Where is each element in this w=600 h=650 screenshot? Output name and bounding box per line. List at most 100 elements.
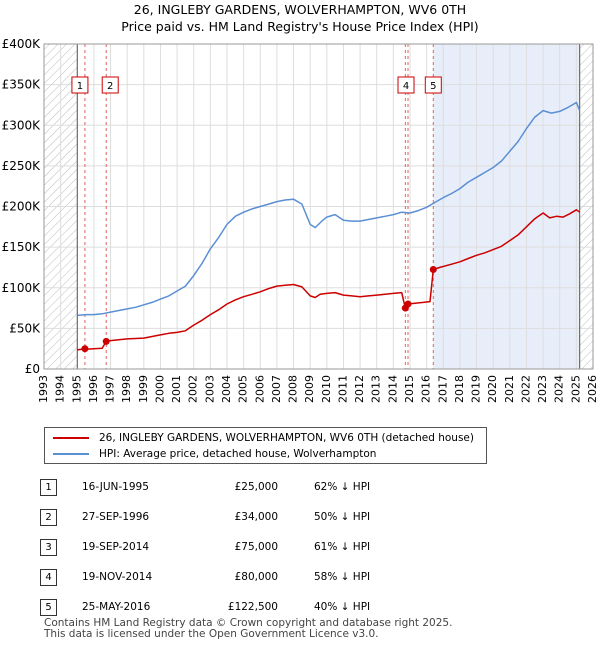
- x-tick-label: 2018: [453, 375, 466, 403]
- sale-point-1: [81, 345, 89, 353]
- x-tick-label: 2013: [370, 375, 383, 403]
- sale-point-2: [102, 337, 110, 345]
- row-number-badge: 5: [40, 598, 57, 616]
- table-row: 1 16-JUN-1995 £25,000 62% ↓ HPI: [40, 472, 370, 502]
- price-chart: £0 £50K £100K £150K £200K £250K £300K £350K £400…: [2, 37, 599, 403]
- row-number-badge: 4: [40, 568, 57, 586]
- y-tick-label: £350K: [2, 78, 42, 92]
- x-tick-label: 2014: [386, 375, 399, 403]
- x-tick-label: 1998: [120, 375, 133, 403]
- table-row: 5 25-MAY-2016 £122,500 40% ↓ HPI: [40, 592, 370, 622]
- y-tick-label: £400K: [2, 37, 42, 51]
- x-tick-label: 2020: [486, 375, 499, 403]
- x-tick-label: 1999: [137, 375, 150, 403]
- x-tick-label: 2008: [287, 375, 300, 403]
- sale-number-box-2: 2: [101, 76, 119, 94]
- x-tick-label: 2022: [519, 375, 532, 403]
- table-row: 2 27-SEP-1996 £34,000 50% ↓ HPI: [40, 502, 370, 532]
- table-row: 4 19-NOV-2014 £80,000 58% ↓ HPI: [40, 562, 370, 592]
- x-tick-label: 2007: [270, 375, 283, 403]
- y-tick-label: £300K: [2, 118, 42, 132]
- sale-number-box-frame: [101, 76, 119, 94]
- x-tick-label: 2004: [220, 375, 233, 403]
- sale-price: £25,000: [234, 481, 278, 493]
- sale-number-box-1: 1: [71, 76, 89, 94]
- sale-number-box-frame: [424, 76, 442, 94]
- x-tick-label: 2025: [569, 375, 582, 403]
- sale-number-box-frame: [397, 76, 415, 94]
- y-tick-label: £200K: [2, 200, 42, 214]
- sale-date: 27-SEP-1996: [82, 511, 150, 523]
- y-tick-label: £0: [25, 362, 40, 376]
- sale-number-label: 4: [403, 81, 409, 92]
- sale-date: 19-SEP-2014: [82, 541, 150, 553]
- x-tick-label: 2000: [153, 375, 166, 403]
- chart-title: 26, INGLEBY GARDENS, WOLVERHAMPTON, WV6 …: [133, 2, 467, 17]
- x-tick-label: 2009: [303, 375, 316, 403]
- x-tick-label: 2011: [336, 375, 349, 403]
- x-tick-label: 2010: [320, 375, 333, 403]
- sale-point-5: [429, 265, 437, 273]
- sale-date: 19-NOV-2014: [82, 571, 153, 583]
- x-tick-label: 2002: [187, 375, 200, 403]
- sale-number-label: 1: [77, 81, 83, 92]
- sale-hpi-diff: 61% ↓ HPI: [314, 541, 371, 553]
- legend-label-hpi: HPI: Average price, detached house, Wolv…: [99, 448, 377, 460]
- x-tick-label: 1994: [54, 375, 67, 403]
- y-tick-label: £50K: [9, 321, 41, 335]
- sale-price: £80,000: [234, 571, 278, 583]
- sale-price: £34,000: [234, 511, 278, 523]
- x-tick-label: 2023: [536, 375, 549, 403]
- row-number-badge: 3: [40, 538, 57, 556]
- footer-licence: This data is licensed under the Open Gov…: [44, 628, 379, 640]
- x-tick-label: 1993: [37, 375, 50, 403]
- x-tick-label: 2026: [586, 375, 599, 403]
- legend-item-property: 26, INGLEBY GARDENS, WOLVERHAMPTON, WV6 …: [53, 431, 474, 445]
- property-series-line: [77, 209, 581, 351]
- sale-hpi-diff: 58% ↓ HPI: [314, 571, 371, 583]
- row-number-badge: 2: [40, 508, 57, 526]
- sale-hpi-diff: 62% ↓ HPI: [314, 481, 371, 493]
- table-row: 3 19-SEP-2014 £75,000 61% ↓ HPI: [40, 532, 370, 562]
- legend: 26, INGLEBY GARDENS, WOLVERHAMPTON, WV6 …: [44, 427, 487, 464]
- x-tick-label: 2005: [237, 375, 250, 403]
- x-tick-label: 2017: [436, 375, 449, 403]
- x-tick-label: 2021: [503, 375, 516, 403]
- footer-copyright: Contains HM Land Registry data © Crown c…: [44, 617, 453, 629]
- x-tick-label: 1997: [104, 375, 117, 403]
- sale-number-box-4: 4: [397, 76, 415, 94]
- legend-swatch-hpi: [53, 453, 89, 455]
- x-tick-label: 2019: [470, 375, 483, 403]
- legend-swatch-property: [53, 437, 89, 439]
- y-tick-label: £100K: [2, 281, 42, 295]
- sale-number-box-5: 5: [424, 76, 442, 94]
- legend-label-property: 26, INGLEBY GARDENS, WOLVERHAMPTON, WV6 …: [99, 432, 474, 444]
- sale-number-label: 5: [430, 81, 436, 92]
- chart-subtitle: Price paid vs. HM Land Registry's House …: [121, 19, 479, 34]
- sale-hpi-diff: 50% ↓ HPI: [314, 511, 371, 523]
- x-tick-label: 2012: [353, 375, 366, 403]
- y-tick-label: £250K: [2, 159, 42, 173]
- plot-frame: [43, 43, 594, 370]
- sale-number-box-frame: [71, 76, 89, 94]
- legend-item-hpi: HPI: Average price, detached house, Wolv…: [53, 447, 376, 461]
- x-tick-label: 2006: [253, 375, 266, 403]
- x-tick-label: 2001: [170, 375, 183, 403]
- sale-point-4: [404, 300, 412, 308]
- x-tick-label: 2003: [203, 375, 216, 403]
- sale-hpi-diff: 40% ↓ HPI: [314, 601, 371, 613]
- x-tick-label: 2015: [403, 375, 416, 403]
- hpi-series-line: [77, 101, 581, 317]
- footer: Contains HM Land Registry data © Crown c…: [44, 618, 452, 640]
- sales-table: 1 16-JUN-1995 £25,000 62% ↓ HPI 2 27-SEP…: [40, 472, 370, 622]
- x-tick-label: 2024: [553, 375, 566, 403]
- x-tick-label: 2016: [420, 375, 433, 403]
- x-tick-label: 1995: [70, 375, 83, 403]
- y-tick-label: £150K: [2, 240, 42, 254]
- sale-date: 16-JUN-1995: [82, 481, 149, 493]
- sale-date: 25-MAY-2016: [82, 601, 151, 613]
- sale-price: £75,000: [234, 541, 278, 553]
- sale-number-label: 2: [107, 81, 113, 92]
- sale-price: £122,500: [227, 601, 278, 613]
- row-number-badge: 1: [40, 478, 57, 496]
